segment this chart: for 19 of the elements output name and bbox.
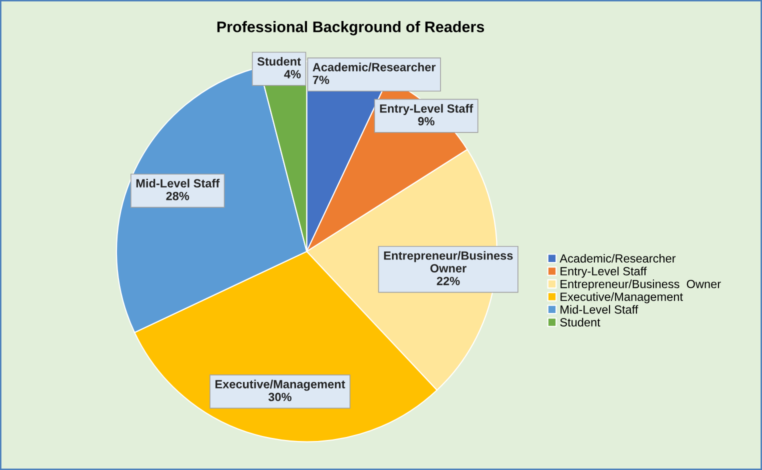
slice-label: Student xyxy=(257,56,301,66)
slice-label: Mid-Level Staff xyxy=(136,178,220,188)
legend-label: Student xyxy=(560,318,600,327)
data-label: 4% xyxy=(284,70,301,78)
data-label: 30% xyxy=(268,392,292,402)
slice-label: Entry-Level Staff xyxy=(380,104,474,116)
legend-label: Entrepreneur/Business Owner xyxy=(560,280,721,291)
slice-label: Entrepreneur/Business Owner xyxy=(384,251,513,272)
data-label: 7% xyxy=(312,76,330,84)
legend-label: Executive/Management xyxy=(560,292,683,304)
data-label: 9% xyxy=(418,117,434,126)
legend-label: Academic/Researcher xyxy=(560,254,676,263)
data-label: 22% xyxy=(436,276,460,286)
legend-label: Entry-Level Staff xyxy=(560,266,647,278)
data-label: 28% xyxy=(166,192,190,200)
slice-label: Executive/Management xyxy=(215,380,346,391)
slice-label: Academic/Researcher xyxy=(312,62,436,72)
chart-title: Professional Background of Readers xyxy=(217,21,484,36)
legend-label: Mid-Level Staff xyxy=(560,305,638,314)
